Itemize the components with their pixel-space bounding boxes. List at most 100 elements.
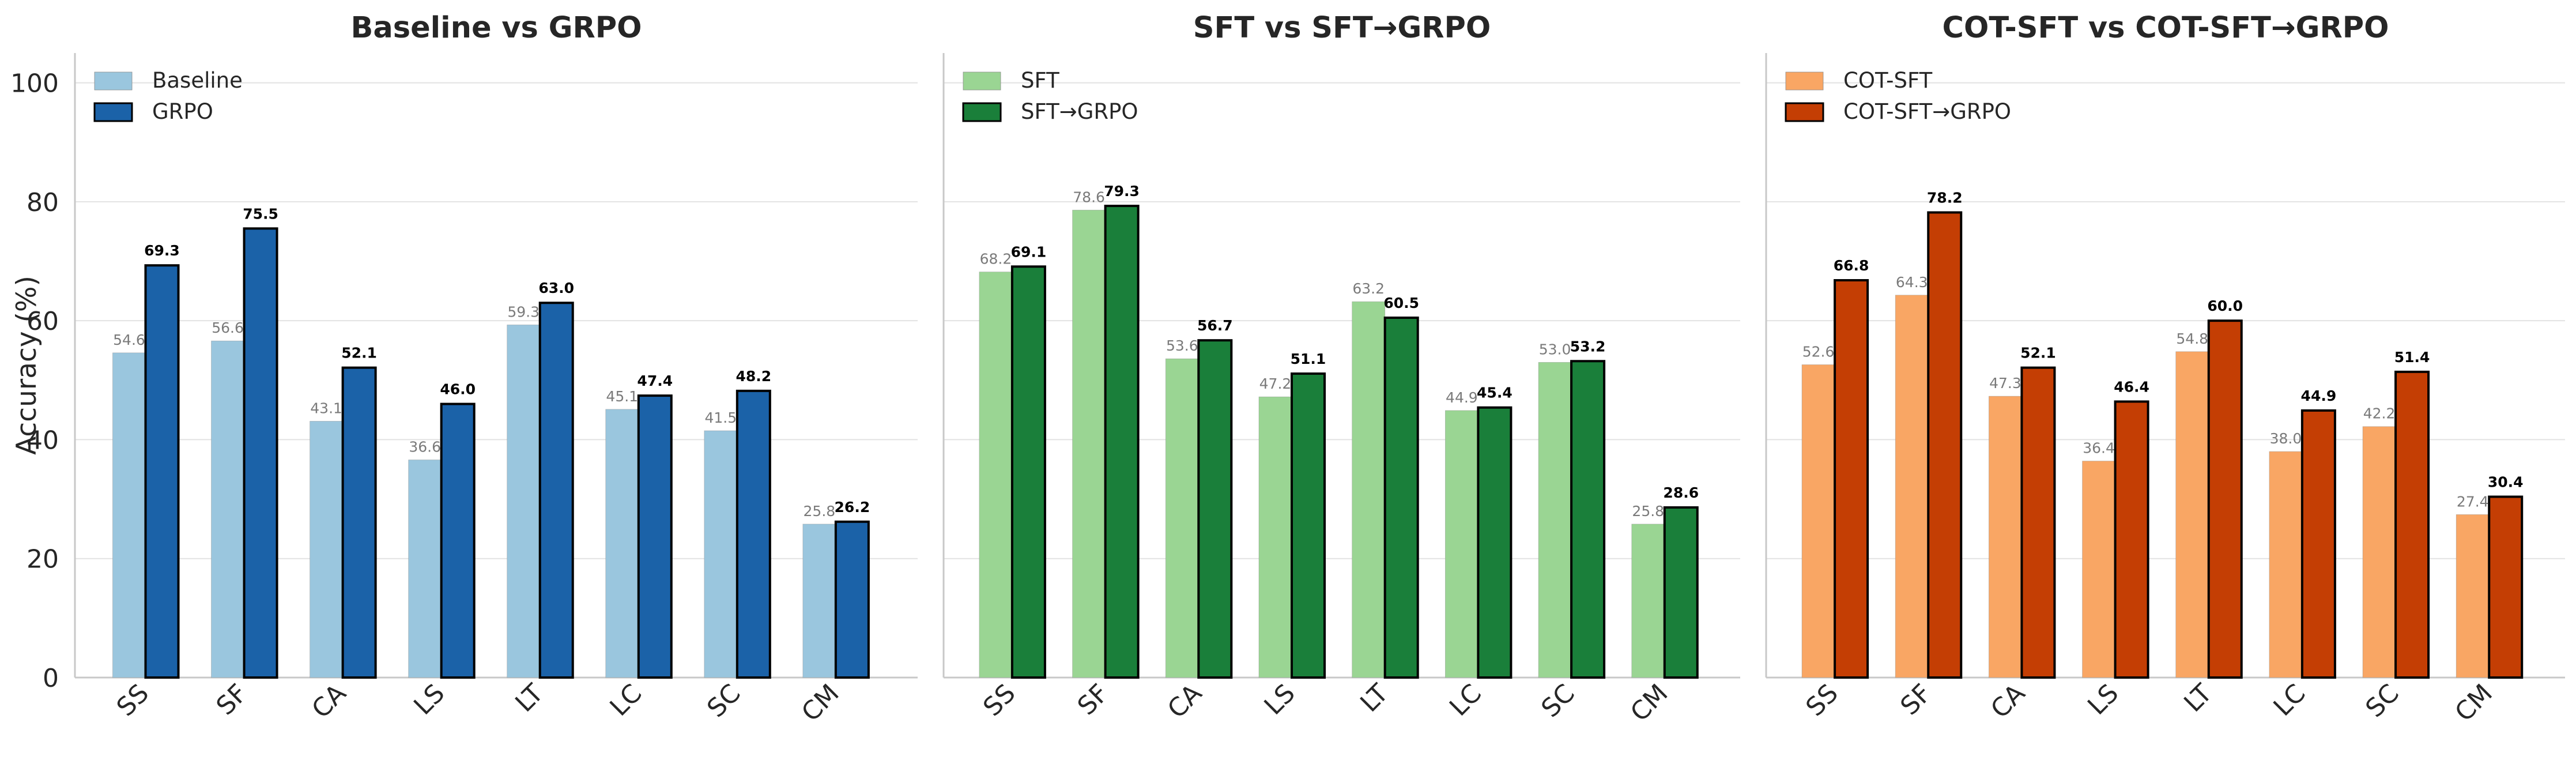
- bar-sf-series2: [243, 227, 278, 679]
- bar-lt-series2: [1383, 316, 1419, 679]
- bar-cm-series1: [2456, 514, 2490, 678]
- data-label-ca-series2: 52.1: [341, 345, 377, 362]
- x-tick-label-lt: LT: [2178, 679, 2217, 718]
- legend-swatch-2: [1785, 102, 1824, 122]
- bar-ca-series1: [310, 421, 344, 678]
- bar-cm-series1: [1631, 524, 1665, 678]
- chart-title: Baseline vs GRPO: [350, 11, 642, 45]
- bar-lc-series1: [2269, 451, 2303, 678]
- bar-sf-series1: [1072, 209, 1106, 678]
- bar-ss-series2: [1010, 265, 1046, 679]
- data-label-ss-series1: 54.6: [113, 332, 145, 348]
- data-label-lt-series1: 54.8: [2176, 330, 2208, 347]
- data-label-ls-series1: 47.2: [1259, 375, 1292, 392]
- x-tick-label-lc: LC: [1444, 679, 1487, 722]
- data-label-sf-series2: 75.5: [243, 205, 278, 222]
- legend-label-2: SFT→GRPO: [1021, 99, 1138, 124]
- legend-label-2: COT-SFT→GRPO: [1843, 99, 2011, 124]
- x-tick-label-sf: SF: [1072, 679, 1115, 721]
- bar-lc-series1: [1444, 410, 1479, 678]
- bar-cm-series2: [1663, 506, 1699, 679]
- legend-swatch-2: [962, 102, 1002, 122]
- data-label-lc-series1: 45.1: [606, 388, 638, 405]
- data-label-sf-series1: 78.6: [1073, 189, 1105, 205]
- chart-title: COT-SFT vs COT-SFT→GRPO: [1943, 11, 2389, 45]
- bar-ca-series2: [341, 366, 377, 679]
- bar-ca-series1: [1165, 358, 1199, 678]
- bar-ca-series1: [1989, 396, 2022, 678]
- bar-lc-series2: [637, 394, 673, 679]
- bar-sc-series1: [704, 430, 738, 678]
- legend-swatch-1: [94, 72, 133, 91]
- bar-cm-series1: [802, 524, 836, 678]
- bar-lt-series1: [507, 324, 541, 678]
- bar-ls-series2: [1290, 372, 1326, 679]
- bar-sc-series2: [736, 389, 771, 679]
- data-label-ls-series2: 46.0: [440, 381, 476, 398]
- data-label-lt-series2: 63.0: [538, 280, 574, 296]
- x-tick-label-ls: LS: [2082, 679, 2124, 721]
- y-tick-label-1: 20: [27, 545, 59, 574]
- bar-ss-series1: [112, 352, 146, 678]
- x-tick-label-lc: LC: [604, 679, 647, 722]
- y-tick-label-4: 80: [27, 188, 59, 217]
- legend-swatch-1: [963, 72, 1001, 91]
- y-tick-label-2: 40: [27, 426, 59, 455]
- x-tick-label-lt: LT: [510, 679, 549, 718]
- x-tick-label-sc: SC: [701, 679, 746, 724]
- y-tick-label-5: 100: [10, 69, 59, 99]
- data-label-sc-series2: 53.2: [1570, 338, 1606, 355]
- data-label-ca-series1: 43.1: [310, 400, 342, 416]
- bar-sc-series1: [2362, 426, 2396, 678]
- y-tick-label-3: 60: [27, 307, 59, 336]
- chart-title: SFT vs SFT→GRPO: [1193, 11, 1491, 45]
- data-label-lt-series2: 60.5: [1383, 295, 1419, 311]
- x-tick-label-ss: SS: [978, 679, 1021, 723]
- y-tick-label-0: 0: [43, 664, 59, 693]
- x-tick-label-ls: LS: [408, 679, 450, 721]
- x-tick-label-lc: LC: [2268, 679, 2311, 722]
- bar-ls-series2: [440, 402, 476, 679]
- y-axis-label: Accuracy (%): [11, 276, 43, 455]
- bar-lc-series2: [2300, 409, 2336, 679]
- data-label-ls-series1: 36.4: [2083, 440, 2115, 457]
- data-label-lc-series1: 38.0: [2270, 430, 2302, 447]
- data-label-lc-series1: 44.9: [1446, 389, 1478, 406]
- data-label-cm-series1: 27.4: [2457, 493, 2489, 510]
- data-label-lc-series2: 44.9: [2301, 387, 2337, 404]
- bar-sf-series2: [1104, 205, 1140, 679]
- bar-ss-series2: [1834, 279, 1869, 679]
- data-label-sf-series1: 64.3: [1896, 274, 1928, 291]
- bar-lc-series2: [1477, 406, 1513, 679]
- bar-ss-series1: [979, 272, 1013, 678]
- bar-lc-series1: [605, 409, 639, 678]
- data-label-sc-series1: 42.2: [2363, 405, 2396, 422]
- x-tick-label-lt: LT: [1355, 679, 1394, 718]
- data-label-sc-series1: 41.5: [704, 409, 737, 426]
- data-label-sf-series2: 79.3: [1104, 183, 1140, 200]
- bar-lt-series2: [2207, 319, 2243, 679]
- chart-panel-2: SFT vs SFT→GRPO 68.269.1 SS 78.679.3 SF 53.6 5…: [942, 11, 1740, 727]
- bar-ca-series2: [1197, 339, 1233, 679]
- data-label-ls-series1: 36.6: [409, 438, 441, 455]
- data-label-ss-series2: 66.8: [1834, 257, 1869, 274]
- bar-sf-series2: [1927, 211, 1963, 679]
- bar-cm-series2: [834, 520, 870, 679]
- data-label-ca-series2: 56.7: [1197, 317, 1233, 334]
- data-label-ls-series2: 51.1: [1291, 351, 1326, 367]
- legend-label-1: Baseline: [152, 68, 243, 93]
- data-label-ca-series1: 53.6: [1166, 337, 1198, 354]
- legend-label-1: COT-SFT: [1843, 68, 1933, 93]
- legend-swatch-1: [1785, 72, 1824, 91]
- bar-sc-series2: [1570, 360, 1606, 679]
- legend-label-2: GRPO: [152, 99, 213, 124]
- x-tick-label-sc: SC: [1536, 679, 1581, 724]
- x-tick-label-ca: CA: [1162, 679, 1208, 724]
- bar-sf-series1: [211, 340, 244, 678]
- bar-ls-series1: [408, 460, 442, 678]
- data-label-lt-series2: 60.0: [2207, 298, 2243, 314]
- data-label-ss-series2: 69.1: [1011, 243, 1047, 260]
- data-label-ss-series2: 69.3: [144, 242, 180, 259]
- data-label-lc-series2: 47.4: [637, 373, 673, 389]
- data-label-ss-series1: 52.6: [1802, 343, 1835, 360]
